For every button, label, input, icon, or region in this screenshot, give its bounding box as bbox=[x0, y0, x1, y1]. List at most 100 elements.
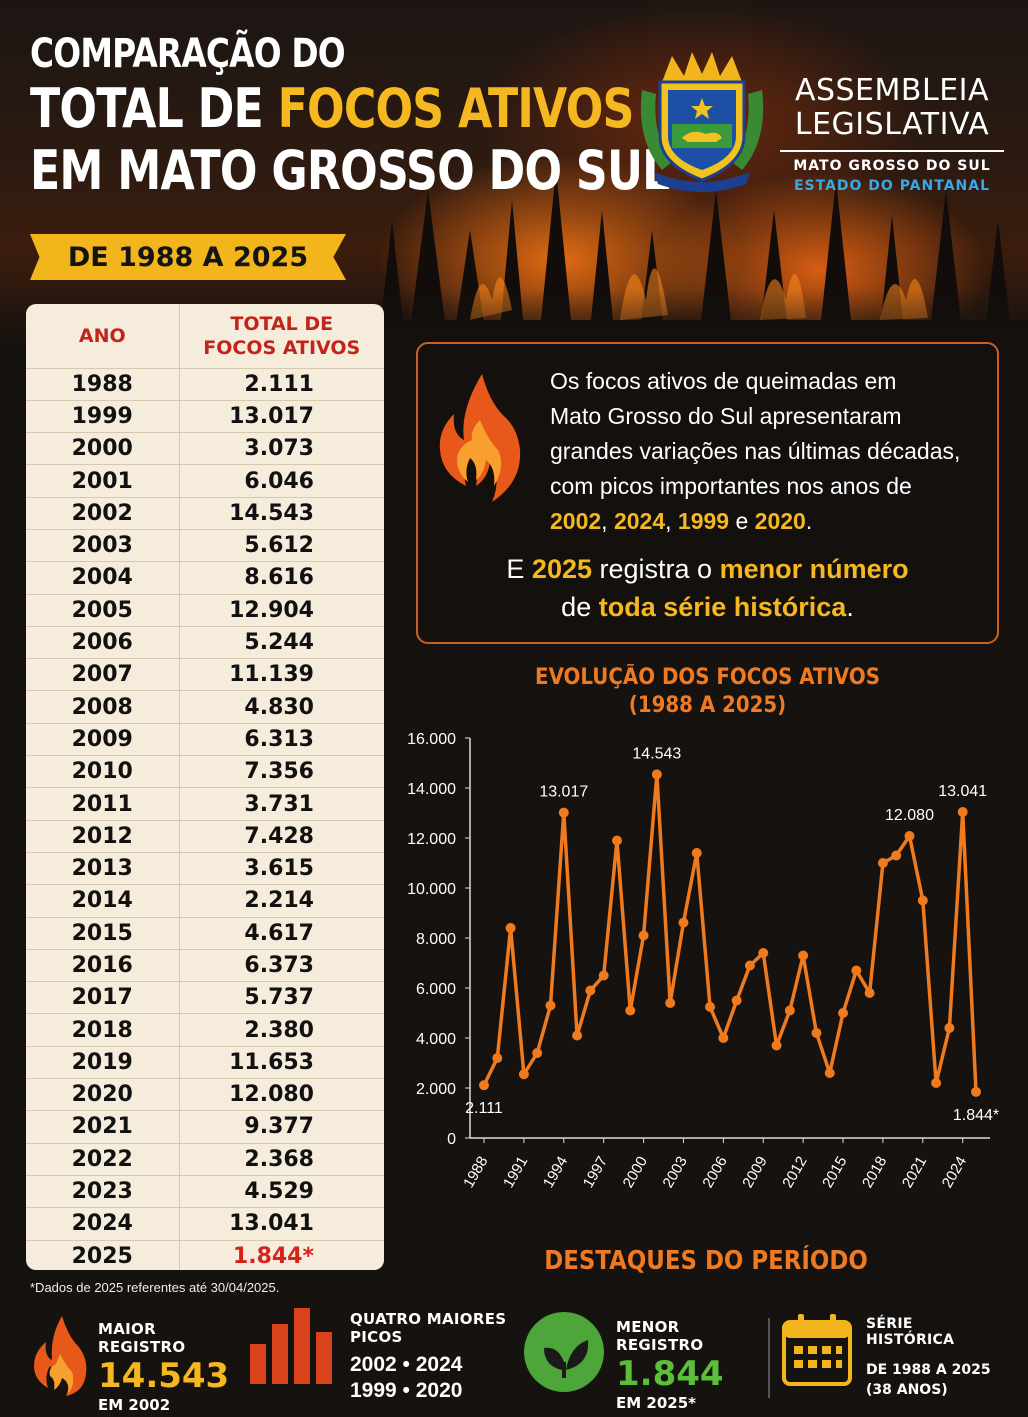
table-cell-total: 8.616 bbox=[179, 561, 384, 595]
table-row: 1999 13.017 bbox=[26, 400, 384, 434]
data-point bbox=[691, 848, 702, 858]
table-cell-total: 2.380 bbox=[179, 1013, 384, 1047]
info-line-4: com picos importantes nos anos de bbox=[550, 473, 912, 499]
table-cell-total: 13.017 bbox=[179, 400, 384, 434]
info-conclusion-line-1: E 2025 registra o menor número bbox=[418, 550, 997, 588]
data-point bbox=[891, 850, 902, 861]
table-cell-year: 2013 bbox=[26, 852, 180, 886]
table-cell-year: 2010 bbox=[26, 755, 180, 789]
y-tick-label: 0 bbox=[447, 1131, 456, 1148]
table-cell-total: 12.904 bbox=[179, 594, 384, 627]
chart-title-line-1: EVOLUÇÃO DOS FOCOS ATIVOS bbox=[535, 665, 880, 690]
table-cell-year: 2004 bbox=[26, 561, 180, 595]
data-point bbox=[545, 1000, 556, 1011]
data-point bbox=[744, 960, 755, 971]
data-point bbox=[572, 1030, 583, 1041]
data-point bbox=[944, 1023, 955, 1033]
table-row: 2002 14.543 bbox=[26, 497, 384, 530]
info-year-3: 1999 bbox=[677, 508, 730, 534]
table-cell-year: 2024 bbox=[26, 1207, 180, 1241]
data-point bbox=[971, 1086, 981, 1097]
x-tick-label: 1988 bbox=[460, 1154, 491, 1191]
info-year-4: 2020 bbox=[754, 508, 806, 534]
x-tick-label: 2024 bbox=[939, 1154, 970, 1191]
highlight-series: SÉRIE HISTÓRICA DE 1988 A 2025 (38 ANOS) bbox=[866, 1316, 1006, 1400]
flame-icon bbox=[34, 1316, 87, 1396]
data-point bbox=[678, 917, 689, 928]
x-tick-label: 2021 bbox=[899, 1154, 930, 1191]
table-cell-year: 2006 bbox=[26, 626, 180, 660]
data-point bbox=[718, 1033, 729, 1043]
table-row: 2010 7.356 bbox=[26, 755, 384, 789]
table-cell-year: 2000 bbox=[26, 432, 180, 466]
table-cell-year: 2001 bbox=[26, 464, 180, 498]
info-sep-2: , bbox=[665, 508, 678, 534]
table-row: 1988 2.111 bbox=[26, 368, 384, 401]
table-cell-total: 3.073 bbox=[179, 432, 384, 466]
y-tick-label: 2.000 bbox=[416, 1081, 456, 1098]
x-tick-label: 2015 bbox=[819, 1154, 850, 1191]
x-tick-label: 2003 bbox=[660, 1154, 691, 1191]
data-point bbox=[904, 831, 915, 841]
table-header-row: ANO TOTAL DE FOCOS ATIVOS bbox=[26, 304, 384, 369]
table-cell-year: 1988 bbox=[26, 368, 180, 401]
table-cell-total: 11.653 bbox=[179, 1046, 384, 1080]
table-cell-total: 7.428 bbox=[179, 820, 384, 853]
table-row: 2006 5.244 bbox=[26, 626, 384, 660]
line-chart: 0 2.000 4.000 6.000 8.000 10.000 12.000 14.000 1… bbox=[407, 731, 999, 1191]
title-line-1: COMPARAÇÃO DO bbox=[30, 31, 346, 77]
data-point bbox=[864, 988, 875, 998]
highlight-series-line-2: (38 ANOS) bbox=[866, 1382, 948, 1398]
highlight-divider bbox=[768, 1318, 770, 1398]
table-cell-total: 2.111 bbox=[179, 368, 384, 401]
leaf-icon bbox=[524, 1312, 604, 1392]
column-header-total-line-1: TOTAL DE bbox=[230, 312, 334, 335]
x-tick-label: 1994 bbox=[540, 1154, 571, 1191]
data-table-card: ANO TOTAL DE FOCOS ATIVOS 1988 2.111 1999 1… bbox=[26, 304, 384, 1270]
table-row: 2014 2.214 bbox=[26, 884, 384, 918]
data-point bbox=[665, 998, 676, 1008]
column-header-total: TOTAL DE FOCOS ATIVOS bbox=[179, 304, 384, 369]
data-point bbox=[505, 923, 516, 933]
table-cell-total: 14.543 bbox=[179, 497, 384, 530]
column-header-total-line-2: FOCOS ATIVOS bbox=[203, 336, 361, 359]
info-sep-3: e bbox=[729, 508, 755, 534]
highlight-peaks-line-1: 2002 • 2024 bbox=[350, 1353, 463, 1376]
info-line-1: Os focos ativos de queimadas em bbox=[550, 368, 897, 394]
chart-title-line-2: (1988 A 2025) bbox=[628, 693, 787, 718]
table-row: 2018 2.380 bbox=[26, 1013, 384, 1047]
info-conclusion-highlight-1: menor número bbox=[719, 554, 909, 584]
table-row: 2007 11.139 bbox=[26, 658, 384, 692]
table-cell-year: 2022 bbox=[26, 1143, 180, 1176]
table-cell-year: 2021 bbox=[26, 1110, 180, 1144]
table-row: 2012 7.428 bbox=[26, 820, 384, 853]
info-conclusion-line-2: de toda série histórica. bbox=[418, 588, 997, 626]
table-cell-year: 2003 bbox=[26, 529, 180, 563]
y-tick-label: 4.000 bbox=[416, 1031, 456, 1048]
data-point bbox=[731, 995, 742, 1006]
x-tick-label: 1997 bbox=[580, 1154, 611, 1191]
table-row: 2017 5.737 bbox=[26, 981, 384, 1015]
table-row: 2013 3.615 bbox=[26, 852, 384, 886]
data-label: 1.844* bbox=[953, 1107, 999, 1124]
data-point bbox=[492, 1053, 503, 1063]
table-cell-year: 2011 bbox=[26, 787, 180, 821]
highlight-min-sub: EM 2025* bbox=[616, 1394, 696, 1412]
table-row: 2011 3.731 bbox=[26, 787, 384, 821]
x-tick-label: 2006 bbox=[699, 1154, 730, 1191]
info-conclusion-end: . bbox=[846, 592, 854, 622]
info-line-5: 2002, 2024, 1999 e 2020. bbox=[550, 504, 990, 539]
y-tick-label: 6.000 bbox=[416, 981, 456, 998]
data-point bbox=[638, 930, 649, 941]
data-point bbox=[758, 948, 769, 958]
highlight-min: MENOR REGISTRO 1.844 EM 2025* bbox=[616, 1318, 766, 1412]
y-tick-label: 14.000 bbox=[407, 781, 456, 798]
table-row: 2003 5.612 bbox=[26, 529, 384, 563]
table-cell-total: 4.830 bbox=[179, 690, 384, 724]
org-name-line-2: LEGISLATIVA bbox=[794, 107, 990, 142]
table-row: 2009 6.313 bbox=[26, 723, 384, 757]
info-conclusion-prefix-2: de bbox=[561, 592, 599, 622]
table-row: 2025 1.844* bbox=[26, 1240, 384, 1270]
table-cell-year: 2019 bbox=[26, 1046, 180, 1080]
highlight-peaks-label-2: PICOS bbox=[350, 1328, 403, 1346]
